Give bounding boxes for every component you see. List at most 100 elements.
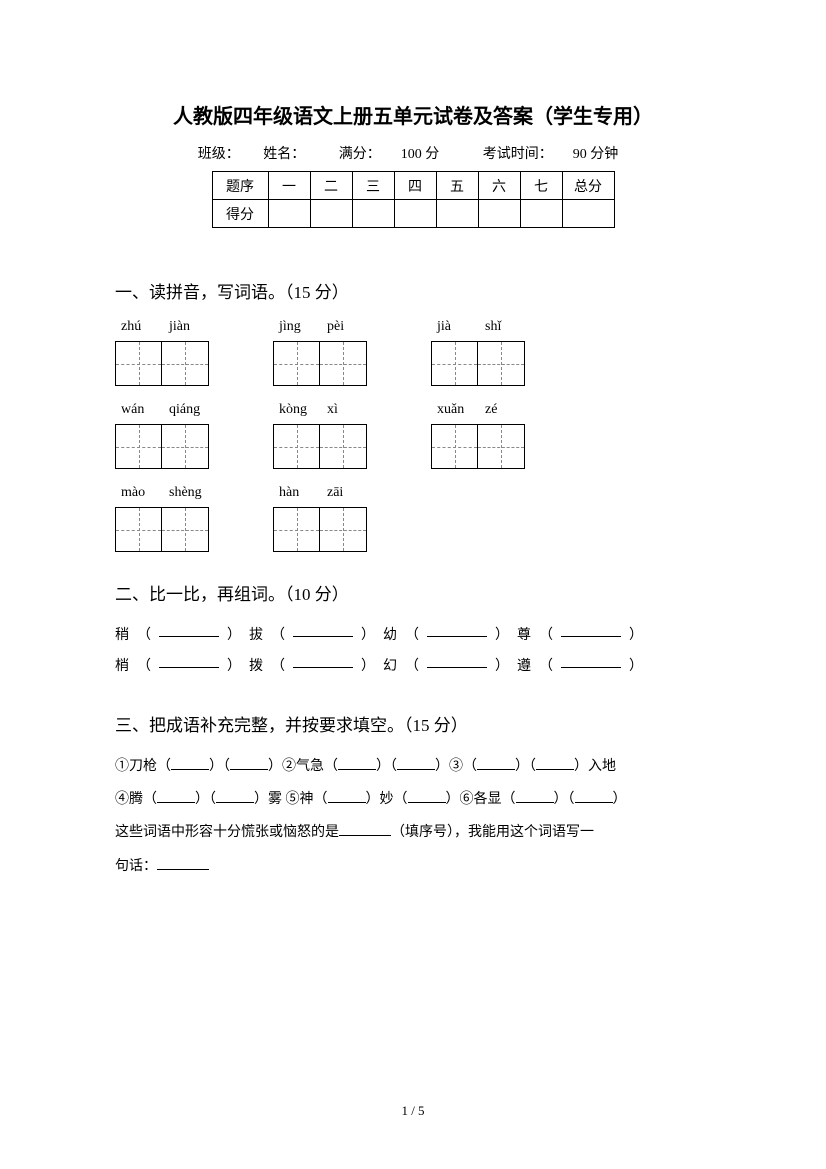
- pinyin-label: jìng: [279, 319, 327, 335]
- fill-line: ④腾（）（）雾 ⑤神（）妙（）⑥各显（）（）: [115, 785, 711, 814]
- word-row: 稍（） 拔（） 幼（） 尊（）: [115, 621, 711, 652]
- fill-text: ①刀枪（）（）②气急（）（）③（）（）入地 ④腾（）（）雾 ⑤神（）妙（）⑥各显…: [115, 752, 711, 882]
- word-char: 梢: [115, 652, 129, 683]
- row-label: 题序: [212, 172, 268, 200]
- char-box: [162, 341, 209, 386]
- pinyin-item: jiàshǐ: [431, 319, 533, 386]
- col-header: 四: [394, 172, 436, 200]
- pinyin-label: pèi: [327, 319, 375, 335]
- table-row: 题序 一 二 三 四 五 六 七 总分: [212, 172, 614, 200]
- word-char: 幻: [383, 652, 397, 683]
- col-header: 六: [478, 172, 520, 200]
- score-cell: [520, 200, 562, 228]
- score-cell: [268, 200, 310, 228]
- char-box: [431, 341, 478, 386]
- pinyin-label: mào: [121, 485, 169, 501]
- blank: [338, 754, 376, 770]
- blank: [427, 652, 487, 668]
- pinyin-label: jià: [437, 319, 485, 335]
- pinyin-label: zé: [485, 402, 533, 418]
- pinyin-item: xuǎnzé: [431, 402, 533, 469]
- pinyin-item: zhújiàn: [115, 319, 217, 386]
- col-header: 三: [352, 172, 394, 200]
- word-char: 幼: [383, 621, 397, 652]
- blank: [561, 621, 621, 637]
- word-char: 尊: [517, 621, 531, 652]
- blank: [561, 652, 621, 668]
- blank: [159, 621, 219, 637]
- total-header: 总分: [562, 172, 614, 200]
- word-char: 稍: [115, 621, 129, 652]
- char-box: [115, 507, 162, 552]
- char-box: [273, 507, 320, 552]
- pinyin-item: hànzāi: [273, 485, 375, 552]
- blank: [293, 621, 353, 637]
- exam-time: 考试时间：90 分钟: [473, 147, 629, 162]
- char-box: [162, 507, 209, 552]
- fill-line: ①刀枪（）（）②气急（）（）③（）（）入地: [115, 752, 711, 781]
- score-cell: [478, 200, 520, 228]
- pinyin-row: zhújiàn jìngpèi jiàshǐ: [115, 319, 711, 386]
- blank: [171, 754, 209, 770]
- blank: [339, 820, 391, 836]
- char-box: [320, 341, 367, 386]
- pinyin-label: xì: [327, 402, 375, 418]
- blank: [408, 787, 446, 803]
- blank: [157, 787, 195, 803]
- page-number: 1 / 5: [0, 1103, 826, 1119]
- pinyin-label: qiáng: [169, 402, 217, 418]
- col-header: 五: [436, 172, 478, 200]
- blank: [216, 787, 254, 803]
- fill-line: 这些词语中形容十分慌张或恼怒的是（填序号），我能用这个词语写一: [115, 818, 711, 847]
- blank: [477, 754, 515, 770]
- section3-heading: 三、把成语补充完整，并按要求填空。（15 分）: [115, 711, 711, 736]
- word-pairs: 稍（） 拔（） 幼（） 尊（） 梢（） 拨（） 幻（） 遵（）: [115, 621, 711, 683]
- section1-heading: 一、读拼音，写词语。（15 分）: [115, 278, 711, 303]
- word-row: 梢（） 拨（） 幻（） 遵（）: [115, 652, 711, 683]
- blank: [328, 787, 366, 803]
- word-char: 遵: [517, 652, 531, 683]
- col-header: 一: [268, 172, 310, 200]
- col-header: 二: [310, 172, 352, 200]
- char-box: [478, 341, 525, 386]
- score-cell: [310, 200, 352, 228]
- meta-info-line: 班级： 姓名： 满分：100 分 考试时间：90 分钟: [115, 143, 711, 163]
- pinyin-item: màoshèng: [115, 485, 217, 552]
- pinyin-label: kòng: [279, 402, 327, 418]
- blank: [293, 652, 353, 668]
- total-cell: [562, 200, 614, 228]
- section2-heading: 二、比一比，再组词。（10 分）: [115, 580, 711, 605]
- pinyin-item: jìngpèi: [273, 319, 375, 386]
- char-box: [273, 341, 320, 386]
- pinyin-item: wánqiáng: [115, 402, 217, 469]
- blank: [516, 787, 554, 803]
- pinyin-section: zhújiàn jìngpèi jiàshǐ wánqiáng kòngxì x…: [115, 319, 711, 552]
- blank: [157, 854, 209, 870]
- pinyin-label: xuǎn: [437, 402, 485, 418]
- pinyin-label: wán: [121, 402, 169, 418]
- blank: [575, 787, 613, 803]
- word-char: 拔: [249, 621, 263, 652]
- score-cell: [394, 200, 436, 228]
- blank: [159, 652, 219, 668]
- pinyin-label: hàn: [279, 485, 327, 501]
- score-cell: [436, 200, 478, 228]
- char-box: [320, 507, 367, 552]
- blank: [536, 754, 574, 770]
- score-table: 题序 一 二 三 四 五 六 七 总分 得分: [212, 171, 615, 228]
- pinyin-label: zhú: [121, 319, 169, 335]
- class-label: 班级：: [198, 147, 240, 162]
- pinyin-label: jiàn: [169, 319, 217, 335]
- word-char: 拨: [249, 652, 263, 683]
- pinyin-row: màoshèng hànzāi: [115, 485, 711, 552]
- pinyin-item: kòngxì: [273, 402, 375, 469]
- row-label: 得分: [212, 200, 268, 228]
- char-box: [273, 424, 320, 469]
- blank: [230, 754, 268, 770]
- char-box: [115, 341, 162, 386]
- blank: [397, 754, 435, 770]
- col-header: 七: [520, 172, 562, 200]
- pinyin-label: zāi: [327, 485, 375, 501]
- table-row: 得分: [212, 200, 614, 228]
- document-title: 人教版四年级语文上册五单元试卷及答案（学生专用）: [115, 100, 711, 129]
